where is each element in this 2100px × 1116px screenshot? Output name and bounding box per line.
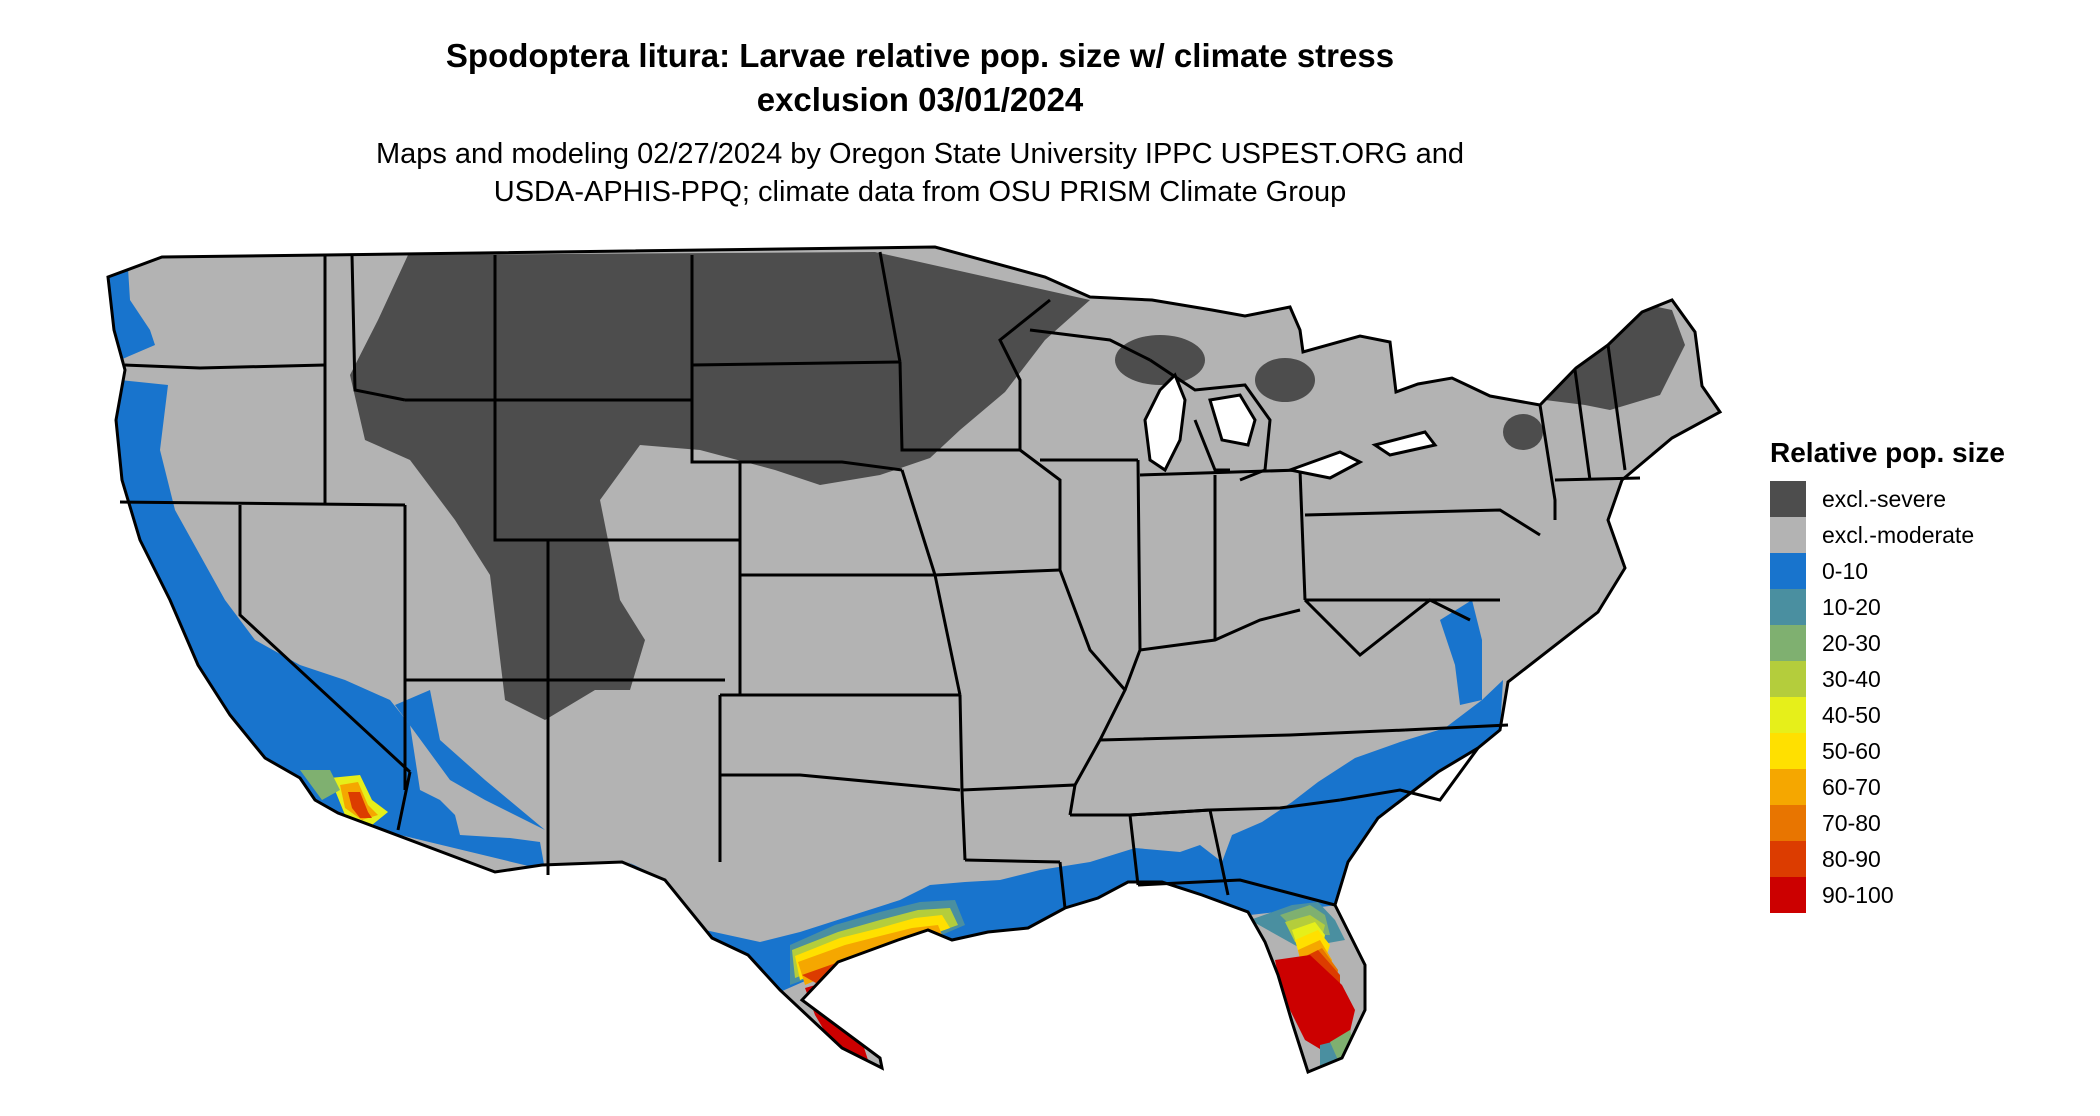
legend-swatch (1770, 769, 1806, 805)
legend-item: 10-20 (1770, 589, 2070, 625)
legend-label: 30-40 (1822, 666, 1881, 692)
us-land (108, 247, 1720, 1072)
legend-item: 60-70 (1770, 769, 2070, 805)
great-lakes (1143, 372, 1438, 480)
legend-item: excl.-severe (1770, 481, 2070, 517)
state-borders (106, 245, 1723, 1075)
legend-label: 70-80 (1822, 810, 1881, 836)
legend-label: 50-60 (1822, 738, 1881, 764)
legend-label: 20-30 (1822, 630, 1881, 656)
legend-swatch (1770, 877, 1806, 913)
legend-title: Relative pop. size (1770, 437, 2005, 468)
legend-swatch (1770, 625, 1806, 661)
map-subtitle-line1: Maps and modeling 02/27/2024 by Oregon S… (375, 138, 1465, 170)
legend-label: 10-20 (1822, 594, 1881, 620)
legend-swatch (1770, 481, 1806, 517)
legend-label: excl.-severe (1822, 486, 1946, 512)
legend-item: 50-60 (1770, 733, 2070, 769)
legend-swatch (1770, 553, 1806, 589)
legend-swatch (1770, 517, 1806, 553)
legend-label: excl.-moderate (1822, 522, 1975, 548)
legend-item: excl.-moderate (1770, 517, 2070, 553)
legend-swatch (1770, 589, 1806, 625)
legend-swatch (1770, 697, 1806, 733)
legend-item: 30-40 (1770, 661, 2070, 697)
legend-item: 80-90 (1770, 841, 2070, 877)
legend-label: 0-10 (1822, 558, 1869, 584)
legend-swatch (1770, 841, 1806, 877)
legend: Relative pop. size excl.-severe excl.-mod… (1770, 437, 2070, 913)
legend-swatch (1770, 805, 1806, 841)
legend-label: 90-100 (1822, 882, 1894, 908)
legend-item: 20-30 (1770, 625, 2070, 661)
legend-swatch (1770, 661, 1806, 697)
map-title-line1: Spodoptera litura: Larvae relative pop. … (445, 37, 1395, 74)
legend-item: 0-10 (1770, 553, 2070, 589)
legend-swatch (1770, 733, 1806, 769)
legend-items: excl.-severe excl.-moderate 0-10 10-20 20-30… (1770, 481, 2070, 913)
legend-label: 60-70 (1822, 774, 1881, 800)
legend-item: 40-50 (1770, 697, 2070, 733)
legend-item: 70-80 (1770, 805, 2070, 841)
map-subtitle-line2: USDA-APHIS-PPQ; climate data from OSU PR… (493, 176, 1347, 208)
legend-label: 80-90 (1822, 846, 1881, 872)
map-title-line2: exclusion 03/01/2024 (756, 81, 1084, 118)
legend-item: 90-100 (1770, 877, 2070, 913)
legend-label: 40-50 (1822, 702, 1881, 728)
